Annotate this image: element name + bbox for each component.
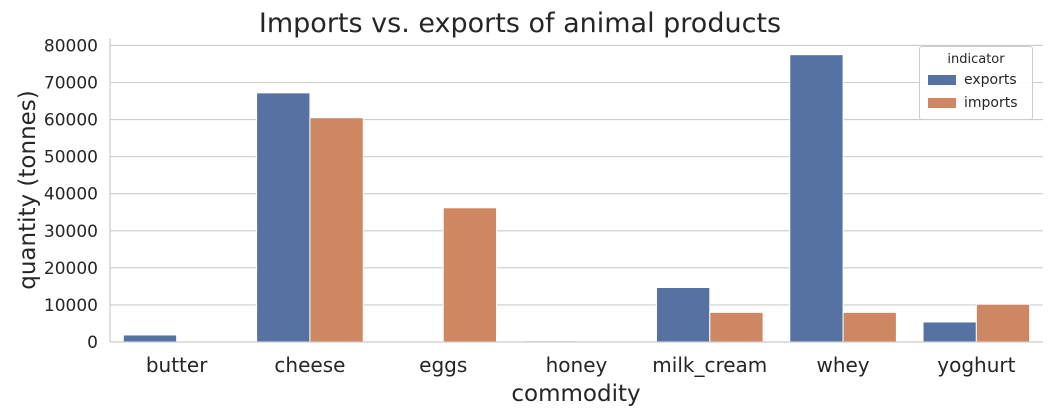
x-axis-label: commodity bbox=[511, 381, 640, 407]
x-tick-label: cheese bbox=[274, 353, 345, 377]
chart-title: Imports vs. exports of animal products bbox=[259, 8, 781, 39]
x-tick-label: milk_cream bbox=[652, 353, 767, 377]
y-tick-label: 20000 bbox=[44, 259, 98, 279]
y-tick-label: 80000 bbox=[44, 36, 98, 56]
bar-exports-yoghurt bbox=[922, 321, 977, 343]
grid-lines bbox=[110, 44, 1043, 306]
bar-imports-cheese bbox=[309, 117, 364, 343]
bar-imports-eggs bbox=[442, 207, 498, 343]
y-axis-label: quantity (tonnes) bbox=[15, 90, 41, 290]
y-tick-label: 10000 bbox=[44, 296, 98, 316]
y-tick-label: 40000 bbox=[44, 185, 98, 205]
bar-exports-milk_cream bbox=[655, 287, 711, 343]
y-tick-label: 70000 bbox=[44, 73, 98, 93]
bar-imports-milk_cream bbox=[709, 311, 764, 343]
legend-label-exports: exports bbox=[964, 72, 1017, 88]
x-tick-label: eggs bbox=[419, 353, 467, 377]
axes bbox=[109, 38, 1043, 343]
y-tick-label: 30000 bbox=[44, 222, 98, 242]
legend-swatch-exports bbox=[928, 75, 956, 85]
bar-imports-whey bbox=[842, 311, 897, 343]
bar-exports-butter bbox=[122, 334, 178, 343]
y-tick-labels: 0 10000 20000 30000 40000 50000 60000 70000 8000… bbox=[44, 36, 98, 353]
bar-exports-cheese bbox=[256, 92, 311, 343]
legend: indicator exports imports bbox=[919, 46, 1033, 120]
legend-label-imports: imports bbox=[964, 95, 1018, 111]
x-tick-label: yoghurt bbox=[937, 353, 1015, 377]
x-tick-labels: butter cheese eggs honey milk_cream whey yoghu… bbox=[146, 353, 1016, 377]
legend-item-exports: exports bbox=[928, 72, 1017, 88]
bar-exports-whey bbox=[789, 54, 844, 343]
y-tick-label: 60000 bbox=[44, 111, 98, 131]
legend-item-imports: imports bbox=[928, 95, 1018, 111]
legend-swatch-imports bbox=[928, 98, 956, 108]
x-tick-label: honey bbox=[546, 353, 608, 377]
x-tick-label: butter bbox=[146, 353, 208, 377]
bar-imports-yoghurt bbox=[975, 303, 1031, 343]
legend-title: indicator bbox=[947, 52, 1005, 67]
y-tick-label: 0 bbox=[87, 333, 98, 353]
bars bbox=[122, 54, 1031, 343]
y-tick-label: 50000 bbox=[44, 148, 98, 168]
x-tick-label: whey bbox=[816, 353, 869, 377]
